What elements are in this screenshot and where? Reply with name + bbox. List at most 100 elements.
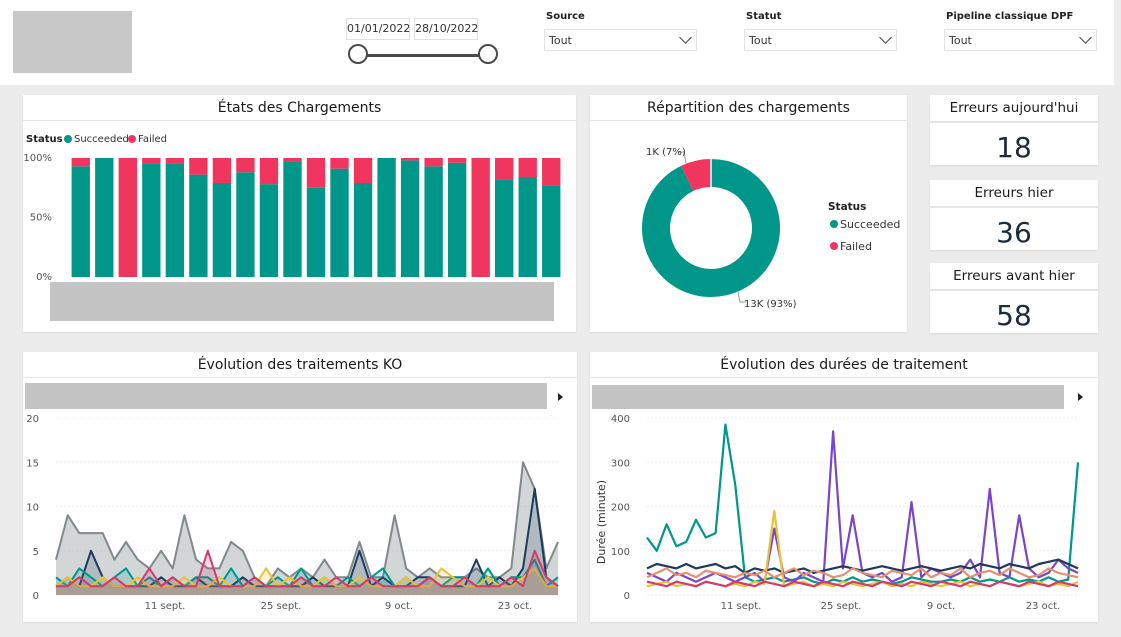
etats-card: États des Chargements Status Succeeded F… bbox=[23, 95, 576, 332]
y-tick-label: 20 bbox=[26, 414, 39, 425]
bar-succeeded[interactable] bbox=[424, 166, 443, 277]
bar-succeeded[interactable] bbox=[95, 158, 114, 277]
bar-succeeded[interactable] bbox=[283, 161, 302, 277]
series-line[interactable] bbox=[55, 461, 559, 588]
bar-succeeded[interactable] bbox=[142, 163, 161, 277]
bar-axis-scrollbar[interactable] bbox=[50, 282, 554, 321]
etats-bar-chart: Status Succeeded Failed 0% 50% 100% bbox=[23, 134, 561, 283]
date-range-slider[interactable] bbox=[358, 54, 488, 57]
repartition-card: Répartition des chargements 1K (7%) 13K … bbox=[590, 95, 907, 332]
durees-title: Évolution des durées de traitement bbox=[720, 357, 968, 373]
source-dropdown[interactable]: Tout bbox=[544, 29, 697, 51]
bar-failed[interactable] bbox=[189, 158, 208, 175]
date-end-field[interactable]: 28/10/2022 bbox=[414, 18, 478, 40]
bar-failed[interactable] bbox=[283, 158, 302, 162]
bar-succeeded[interactable] bbox=[165, 163, 185, 277]
bar-failed[interactable] bbox=[165, 158, 185, 164]
dashboard-canvas: 01/01/2022 28/10/2022 Source Tout Statut… bbox=[0, 0, 1114, 622]
bar-succeeded[interactable] bbox=[353, 182, 373, 277]
bar-failed[interactable] bbox=[400, 158, 420, 161]
bar-failed[interactable] bbox=[142, 158, 161, 164]
filter-bar: 01/01/2022 28/10/2022 Source Tout Statut… bbox=[0, 0, 1114, 85]
bar-failed[interactable] bbox=[353, 158, 373, 183]
ko-title: Évolution des traitements KO bbox=[197, 357, 403, 373]
failed-legend-dot bbox=[830, 242, 838, 250]
bar-failed[interactable] bbox=[306, 158, 326, 188]
succeeded-legend-dot bbox=[64, 135, 72, 143]
date-slider-start-handle[interactable] bbox=[348, 44, 368, 64]
y-tick-label: 400 bbox=[611, 414, 630, 425]
title-divider bbox=[590, 120, 907, 121]
bar-failed[interactable] bbox=[212, 158, 232, 183]
kpi-before-value: 58 bbox=[996, 299, 1032, 332]
etats-title: États des Chargements bbox=[217, 100, 382, 116]
bar-failed[interactable] bbox=[495, 158, 514, 180]
bar-succeeded[interactable] bbox=[447, 162, 467, 277]
donut-legend-title: Status bbox=[828, 201, 866, 213]
bar-succeeded[interactable] bbox=[495, 179, 514, 277]
donut-slice-succeeded[interactable] bbox=[642, 159, 780, 297]
x-tick-label: 11 sept. bbox=[145, 601, 186, 612]
bar-legend-title: Status bbox=[26, 134, 63, 145]
kpi-yesterday-title: Erreurs hier bbox=[974, 185, 1054, 201]
title-divider bbox=[590, 377, 1098, 378]
bar-succeeded[interactable] bbox=[71, 166, 90, 277]
area-fill bbox=[56, 550, 558, 595]
bar-succeeded[interactable] bbox=[189, 174, 208, 277]
y-tick-label: 300 bbox=[611, 458, 630, 469]
bar-succeeded[interactable] bbox=[330, 168, 349, 277]
series-line[interactable] bbox=[55, 567, 558, 588]
y-tick-label: 100 bbox=[611, 547, 630, 558]
date-slider-end-handle[interactable] bbox=[478, 44, 498, 64]
bar-succeeded[interactable] bbox=[542, 185, 561, 277]
durees-line-chart: Durée (minute) 0 100 200 300 400 11 sept. 25 s… bbox=[595, 414, 1080, 612]
kpi-before-card: Erreurs avant hier 58 bbox=[930, 263, 1098, 333]
statut-dropdown[interactable]: Tout bbox=[744, 29, 897, 51]
donut-legend-succeeded: Succeeded bbox=[840, 218, 900, 231]
bar-failed[interactable] bbox=[330, 158, 349, 169]
logo-placeholder bbox=[13, 11, 132, 73]
ko-chart-scroll-band[interactable] bbox=[25, 383, 547, 409]
chevron-down-icon bbox=[1079, 31, 1092, 44]
play-icon[interactable] bbox=[558, 393, 563, 401]
title-divider bbox=[23, 377, 577, 378]
donut-slice-failed[interactable] bbox=[681, 159, 712, 192]
bar-failed[interactable] bbox=[236, 158, 255, 173]
pipeline-dropdown[interactable]: Tout bbox=[944, 29, 1097, 51]
series-line[interactable] bbox=[646, 567, 1079, 579]
bar-legend-succeeded: Succeeded bbox=[74, 134, 129, 145]
bar-failed[interactable] bbox=[424, 158, 443, 167]
bar-failed[interactable] bbox=[471, 158, 490, 277]
bar-failed[interactable] bbox=[71, 158, 90, 167]
donut-label-succeeded: 13K (93%) bbox=[744, 299, 797, 310]
bar-succeeded[interactable] bbox=[212, 182, 232, 277]
bar-failed[interactable] bbox=[447, 158, 467, 163]
durees-chart-scroll-band[interactable] bbox=[592, 385, 1064, 409]
y-tick-label: 0 bbox=[33, 591, 39, 602]
play-icon[interactable] bbox=[1078, 393, 1083, 401]
date-start-field[interactable]: 01/01/2022 bbox=[346, 18, 410, 40]
bar-succeeded[interactable] bbox=[377, 158, 396, 277]
bar-failed[interactable] bbox=[542, 158, 561, 186]
repartition-title: Répartition des chargements bbox=[647, 100, 850, 116]
bar-succeeded[interactable] bbox=[236, 172, 255, 277]
series-line[interactable] bbox=[646, 580, 1079, 588]
ko-area-chart: 0 5 10 15 20 11 sept. 25 sept. 9 oct. 23 oct. bbox=[26, 414, 559, 612]
y-tick-label: 5 bbox=[33, 547, 39, 558]
series-line[interactable] bbox=[646, 558, 1079, 574]
area-fill bbox=[56, 568, 558, 595]
x-tick-label: 23 oct. bbox=[498, 601, 533, 612]
title-divider bbox=[23, 120, 576, 121]
y-tick-label: 200 bbox=[611, 503, 630, 514]
bar-succeeded[interactable] bbox=[400, 160, 420, 277]
y-tick-label: 10 bbox=[26, 503, 39, 514]
bar-failed[interactable] bbox=[118, 158, 137, 277]
bar-succeeded[interactable] bbox=[306, 187, 326, 277]
source-dropdown-value: Tout bbox=[549, 34, 572, 47]
bar-succeeded[interactable] bbox=[518, 177, 537, 277]
bar-failed[interactable] bbox=[518, 158, 537, 178]
series-line[interactable] bbox=[56, 549, 559, 588]
bar-failed[interactable] bbox=[259, 158, 279, 185]
series-line[interactable] bbox=[646, 423, 1080, 585]
bar-succeeded[interactable] bbox=[259, 184, 279, 277]
